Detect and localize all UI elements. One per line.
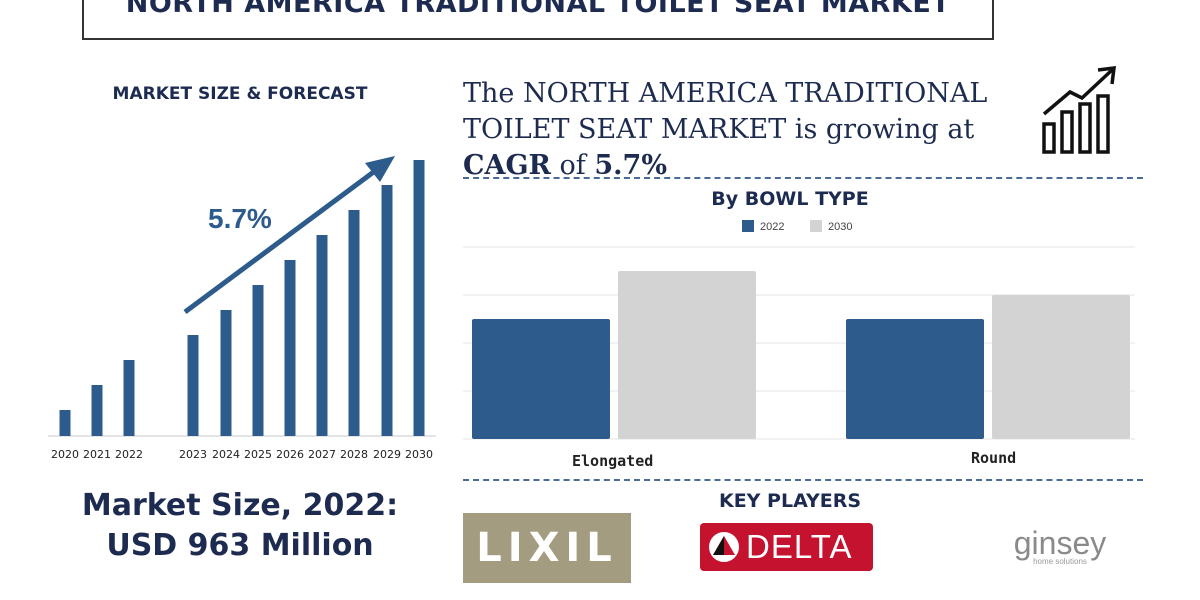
forecast-tick-2020: 2020 xyxy=(51,448,79,461)
forecast-trend-arrow xyxy=(183,162,385,315)
forecast-bar-2020 xyxy=(59,410,71,436)
title-box: NORTH AMERICA TRADITIONAL TOILET SEAT MA… xyxy=(82,0,994,40)
bowl-bar-round-2030 xyxy=(992,295,1130,439)
legend-item-2030: 2030 xyxy=(810,220,852,233)
legend-swatch-2030 xyxy=(810,220,822,232)
forecast-bar-2027 xyxy=(316,235,328,436)
delta-logo: DELTA xyxy=(700,523,873,571)
growth-chart-icon xyxy=(1042,65,1117,154)
ginsey-tagline: home solutions xyxy=(1033,557,1087,566)
market-size-subtitle: MARKET SIZE & FORECAST xyxy=(112,84,368,104)
delta-logo-icon xyxy=(709,532,739,562)
forecast-bar-2030 xyxy=(413,160,425,436)
forecast-tick-2029: 2029 xyxy=(373,448,401,461)
bowl-chart-title: By BOWL TYPE xyxy=(711,188,869,210)
forecast-tick-2028: 2028 xyxy=(340,448,368,461)
forecast-bar-2025 xyxy=(252,285,264,436)
category-label-elongated: Elongated xyxy=(572,452,654,470)
headline: The NORTH AMERICA TRADITIONAL TOILET SEA… xyxy=(463,76,1003,184)
forecast-chart: 2020 2021 2022 2023 2024 2025 2026 2027 2028 2029… xyxy=(48,156,436,461)
ginsey-logo-text: ginsey xyxy=(1013,525,1107,561)
bowl-bar-round-2022 xyxy=(846,319,984,439)
forecast-tick-2022: 2022 xyxy=(115,448,143,461)
forecast-tick-2025: 2025 xyxy=(244,448,272,461)
forecast-tick-2026: 2026 xyxy=(276,448,304,461)
headline-of: of xyxy=(559,150,586,181)
forecast-tick-2023: 2023 xyxy=(179,448,207,461)
divider-top xyxy=(463,177,1143,179)
forecast-trend-arrowhead xyxy=(365,156,395,182)
forecast-bar-2024 xyxy=(220,310,232,436)
forecast-bar-2026 xyxy=(284,260,296,436)
headline-cagr-word: CAGR xyxy=(463,150,551,181)
ginsey-logo: ginsey home solutions xyxy=(998,526,1122,566)
forecast-tick-2027: 2027 xyxy=(308,448,336,461)
legend-item-2022: 2022 xyxy=(742,220,784,233)
market-size-line1: Market Size, 2022: xyxy=(81,488,399,523)
lixil-logo: LIXIL xyxy=(463,513,631,583)
category-label-round: Round xyxy=(971,449,1017,467)
forecast-tick-2024: 2024 xyxy=(212,448,240,461)
headline-cagr-value: 5.7% xyxy=(594,150,668,181)
forecast-bar-2022 xyxy=(123,360,135,436)
market-size-line2: USD 963 Million xyxy=(106,528,374,563)
page-title: NORTH AMERICA TRADITIONAL TOILET SEAT MA… xyxy=(125,0,951,19)
forecast-bar-2028 xyxy=(348,210,360,436)
headline-text: The NORTH AMERICA TRADITIONAL TOILET SEA… xyxy=(463,78,988,145)
legend-label-2022: 2022 xyxy=(760,221,785,233)
delta-logo-text: DELTA xyxy=(746,528,853,565)
key-players-title: KEY PLAYERS xyxy=(718,490,862,512)
divider-bottom xyxy=(463,479,1143,481)
forecast-bar-2029 xyxy=(381,185,393,436)
forecast-bar-2021 xyxy=(91,385,103,436)
bowl-bar-elongated-2030 xyxy=(618,271,756,439)
forecast-tick-2021: 2021 xyxy=(83,448,111,461)
legend-label-2030: 2030 xyxy=(828,221,853,233)
legend-swatch-2022 xyxy=(742,220,754,232)
bowl-bar-elongated-2022 xyxy=(472,319,610,439)
forecast-tick-2030: 2030 xyxy=(405,448,433,461)
forecast-bar-2023 xyxy=(187,335,199,436)
bowl-chart xyxy=(463,246,1135,440)
forecast-cagr-label: 5.7% xyxy=(208,203,272,234)
